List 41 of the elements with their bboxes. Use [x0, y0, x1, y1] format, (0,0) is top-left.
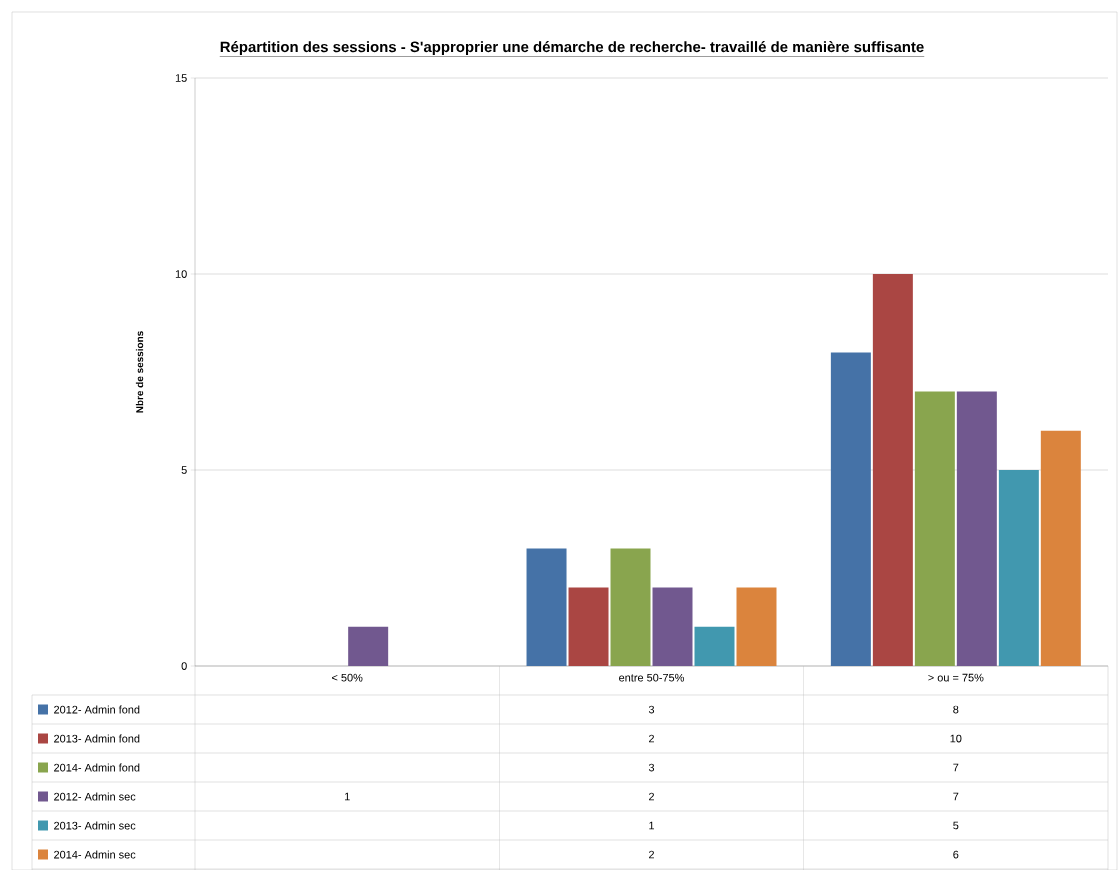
bar — [652, 587, 693, 666]
x-tick-label: entre 50-75% — [619, 673, 684, 682]
data-label: 2 — [649, 850, 654, 859]
bar — [348, 626, 389, 666]
bar — [998, 469, 1039, 666]
data-label: 3 — [648, 705, 655, 714]
data-label: 5 — [953, 821, 959, 830]
legend-label: 2013- Admin fond — [54, 734, 140, 743]
y-tick-label: 15 — [175, 74, 187, 82]
data-label: 3 — [648, 763, 655, 772]
legend-label: 2014- Admin fond — [54, 763, 140, 772]
bar — [872, 273, 913, 666]
bar — [694, 626, 735, 666]
data-label: 6 — [953, 850, 959, 859]
y-tick-label: 10 — [175, 270, 187, 278]
data-label: 7 — [953, 763, 959, 772]
bar — [1040, 430, 1081, 666]
data-label: 7 — [953, 792, 959, 801]
data-label: 10 — [950, 734, 962, 743]
legend-label: 2012- Admin fond — [54, 705, 140, 714]
chart-title: Répartition des sessions - S'approprier une démarche de recherche- travaillé de manière suffisante — [220, 40, 924, 55]
data-label: 8 — [953, 705, 959, 714]
data-label: 2 — [649, 734, 654, 743]
bar — [526, 548, 567, 666]
legend-label: 2014- Admin sec — [54, 850, 136, 859]
bar — [914, 391, 955, 666]
legend-label: 2012- Admin sec — [54, 792, 136, 801]
data-label: 1 — [344, 792, 350, 801]
x-tick-label: > ou = 75% — [928, 673, 984, 682]
bar — [956, 391, 997, 666]
legend-label: 2013- Admin sec — [54, 821, 136, 830]
data-label: 1 — [649, 821, 655, 830]
data-label: 2 — [649, 792, 654, 801]
y-tick-label: 5 — [181, 466, 187, 474]
x-tick-label: < 50% — [332, 673, 363, 682]
bar — [830, 352, 871, 666]
y-axis-title: Nbre de sessions — [135, 331, 144, 413]
bar — [610, 548, 651, 666]
bar — [736, 587, 777, 666]
y-tick-label: 0 — [181, 662, 187, 670]
bar — [568, 587, 609, 666]
